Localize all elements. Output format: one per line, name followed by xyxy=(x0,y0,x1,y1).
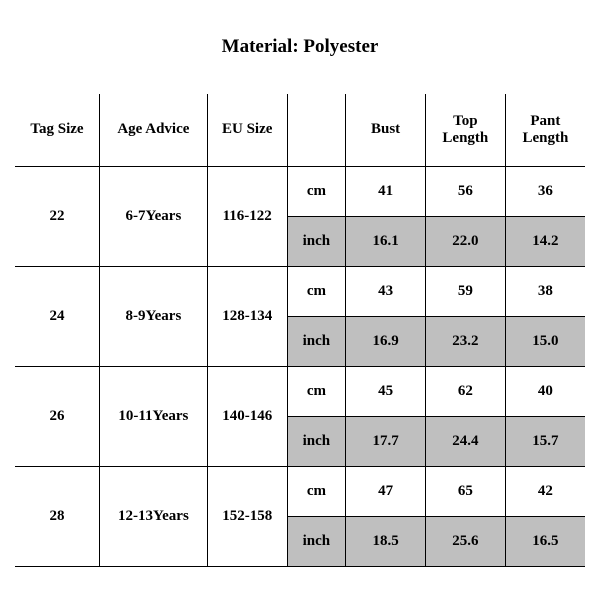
col-top-length: Top Length xyxy=(425,94,505,166)
cell-pant-inch: 15.0 xyxy=(505,316,585,366)
cell-top-cm: 56 xyxy=(425,166,505,216)
table-header-row: Tag Size Age Advice EU Size Bust Top Len… xyxy=(15,94,585,166)
cell-pant-cm: 36 xyxy=(505,166,585,216)
cell-bust-inch: 17.7 xyxy=(346,416,426,466)
col-bust: Bust xyxy=(346,94,426,166)
cell-unit-inch: inch xyxy=(287,516,346,566)
size-table: Tag Size Age Advice EU Size Bust Top Len… xyxy=(15,94,585,567)
cell-bust-inch: 16.1 xyxy=(346,216,426,266)
cell-top-inch: 24.4 xyxy=(425,416,505,466)
col-unit xyxy=(287,94,346,166)
cell-age: 8-9Years xyxy=(99,266,207,366)
cell-pant-cm: 38 xyxy=(505,266,585,316)
cell-bust-inch: 18.5 xyxy=(346,516,426,566)
cell-pant-cm: 40 xyxy=(505,366,585,416)
cell-bust-cm: 43 xyxy=(346,266,426,316)
cell-bust-cm: 47 xyxy=(346,466,426,516)
cell-top-inch: 23.2 xyxy=(425,316,505,366)
table-row: 28 12-13Years 152-158 cm 47 65 42 xyxy=(15,466,585,516)
cell-top-inch: 25.6 xyxy=(425,516,505,566)
cell-top-cm: 65 xyxy=(425,466,505,516)
cell-unit-cm: cm xyxy=(287,266,346,316)
cell-unit-inch: inch xyxy=(287,316,346,366)
cell-eu: 152-158 xyxy=(207,466,287,566)
cell-top-cm: 62 xyxy=(425,366,505,416)
cell-unit-cm: cm xyxy=(287,466,346,516)
cell-bust-cm: 45 xyxy=(346,366,426,416)
cell-tag: 22 xyxy=(15,166,99,266)
cell-unit-cm: cm xyxy=(287,166,346,216)
cell-bust-inch: 16.9 xyxy=(346,316,426,366)
cell-tag: 28 xyxy=(15,466,99,566)
cell-pant-inch: 14.2 xyxy=(505,216,585,266)
cell-pant-inch: 16.5 xyxy=(505,516,585,566)
cell-tag: 24 xyxy=(15,266,99,366)
cell-tag: 26 xyxy=(15,366,99,466)
cell-eu: 140-146 xyxy=(207,366,287,466)
cell-eu: 116-122 xyxy=(207,166,287,266)
cell-age: 10-11Years xyxy=(99,366,207,466)
table-row: 22 6-7Years 116-122 cm 41 56 36 xyxy=(15,166,585,216)
col-pant-length: Pant Length xyxy=(505,94,585,166)
cell-top-inch: 22.0 xyxy=(425,216,505,266)
cell-unit-cm: cm xyxy=(287,366,346,416)
col-tag-size: Tag Size xyxy=(15,94,99,166)
table-row: 24 8-9Years 128-134 cm 43 59 38 xyxy=(15,266,585,316)
table-row: 26 10-11Years 140-146 cm 45 62 40 xyxy=(15,366,585,416)
cell-pant-cm: 42 xyxy=(505,466,585,516)
cell-age: 12-13Years xyxy=(99,466,207,566)
cell-pant-inch: 15.7 xyxy=(505,416,585,466)
page-title: Material: Polyester xyxy=(0,36,600,58)
col-eu-size: EU Size xyxy=(207,94,287,166)
cell-unit-inch: inch xyxy=(287,416,346,466)
col-age-advice: Age Advice xyxy=(99,94,207,166)
cell-top-cm: 59 xyxy=(425,266,505,316)
cell-unit-inch: inch xyxy=(287,216,346,266)
cell-age: 6-7Years xyxy=(99,166,207,266)
cell-bust-cm: 41 xyxy=(346,166,426,216)
cell-eu: 128-134 xyxy=(207,266,287,366)
